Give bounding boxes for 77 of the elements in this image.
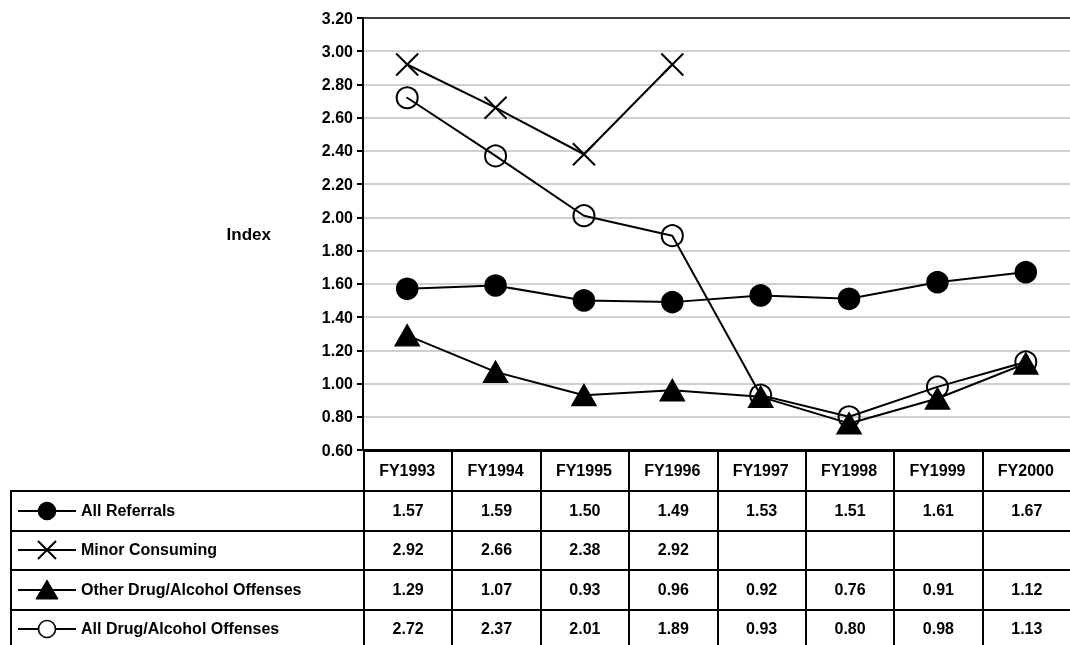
data-label: 1.13 [1011,620,1043,638]
point [572,289,596,312]
point [571,142,596,167]
data-label: 1.49 [657,501,689,519]
data-label: 0.93 [746,620,778,638]
data-label: 2.92 [392,541,424,559]
data-label: 0.93 [569,580,601,598]
point [482,360,509,384]
data-label: 2.66 [480,541,513,559]
data-label: 1.51 [834,501,866,519]
point [749,284,772,307]
point [660,224,684,248]
y-axis-title: Index [226,224,272,244]
data-label: 1.61 [922,501,954,519]
point [924,387,951,410]
point [659,378,686,402]
data-label: 2.38 [569,541,601,559]
data-label: 1.57 [392,501,424,519]
point [484,144,508,168]
data-label: 1.07 [480,580,513,598]
point [571,383,597,407]
data-label: 0.80 [834,620,866,638]
point [572,204,596,228]
data-label: 0.98 [922,620,954,638]
y-tick-label: 3.00 [321,42,354,60]
y-tick-label: 2.20 [321,175,354,193]
data-label: 2.01 [569,620,601,638]
x-tick-label: FY1998 [821,461,878,479]
data-label: 2.37 [480,620,513,638]
x-tick-label: FY1994 [467,461,524,479]
point [660,52,685,77]
point [925,375,949,399]
point [1014,260,1038,284]
y-tick-label: 1.00 [321,375,354,393]
x-tick-label: FY1996 [644,461,701,479]
data-label: 0.76 [834,580,866,598]
point [395,52,420,77]
y-tick-label: 1.60 [321,275,354,293]
point [394,324,420,347]
y-tick-label: 1.80 [321,242,354,260]
y-tick-label: 3.20 [321,9,354,27]
y-tick-label: 2.80 [321,75,354,93]
point [837,287,861,311]
data-label: 1.50 [569,501,601,519]
x-tick-label: FY1993 [379,461,436,479]
legend-label: Minor Consuming [81,541,217,559]
y-tick-label: 2.40 [321,142,354,160]
legend-label: All Drug/Alcohol Offenses [81,620,280,638]
legend-label: All Referrals [81,501,176,519]
point [395,86,419,110]
y-tick-label: 2.00 [321,208,354,226]
point [395,277,419,301]
y-tick-label: 1.20 [321,341,354,359]
y-tick-label: 0.60 [321,441,354,459]
data-label: 1.53 [746,501,778,519]
x-tick-label: FY2000 [997,461,1054,479]
y-tick-label: 1.40 [321,308,354,326]
data-label: 1.89 [657,620,689,638]
y-tick-label: 2.60 [321,109,354,127]
y-tick-label: 0.80 [321,408,354,426]
data-label: 1.29 [392,580,424,598]
x-tick-label: FY1999 [909,461,966,479]
data-label: 0.92 [746,580,778,598]
data-label: 2.92 [657,541,689,559]
data-label: 2.72 [392,620,424,638]
legend-label: Other Drug/Alcohol Offenses [81,580,302,598]
point [926,270,949,294]
data-label: 1.59 [480,501,513,519]
point [484,274,507,297]
data-label: 1.67 [1011,501,1043,519]
data-label: 0.91 [922,580,954,598]
x-tick-label: FY1995 [555,461,613,479]
data-label: 1.12 [1011,580,1043,598]
point [661,290,684,314]
x-tick-label: FY1997 [732,461,789,479]
point [483,95,508,120]
data-label: 0.96 [657,580,689,598]
